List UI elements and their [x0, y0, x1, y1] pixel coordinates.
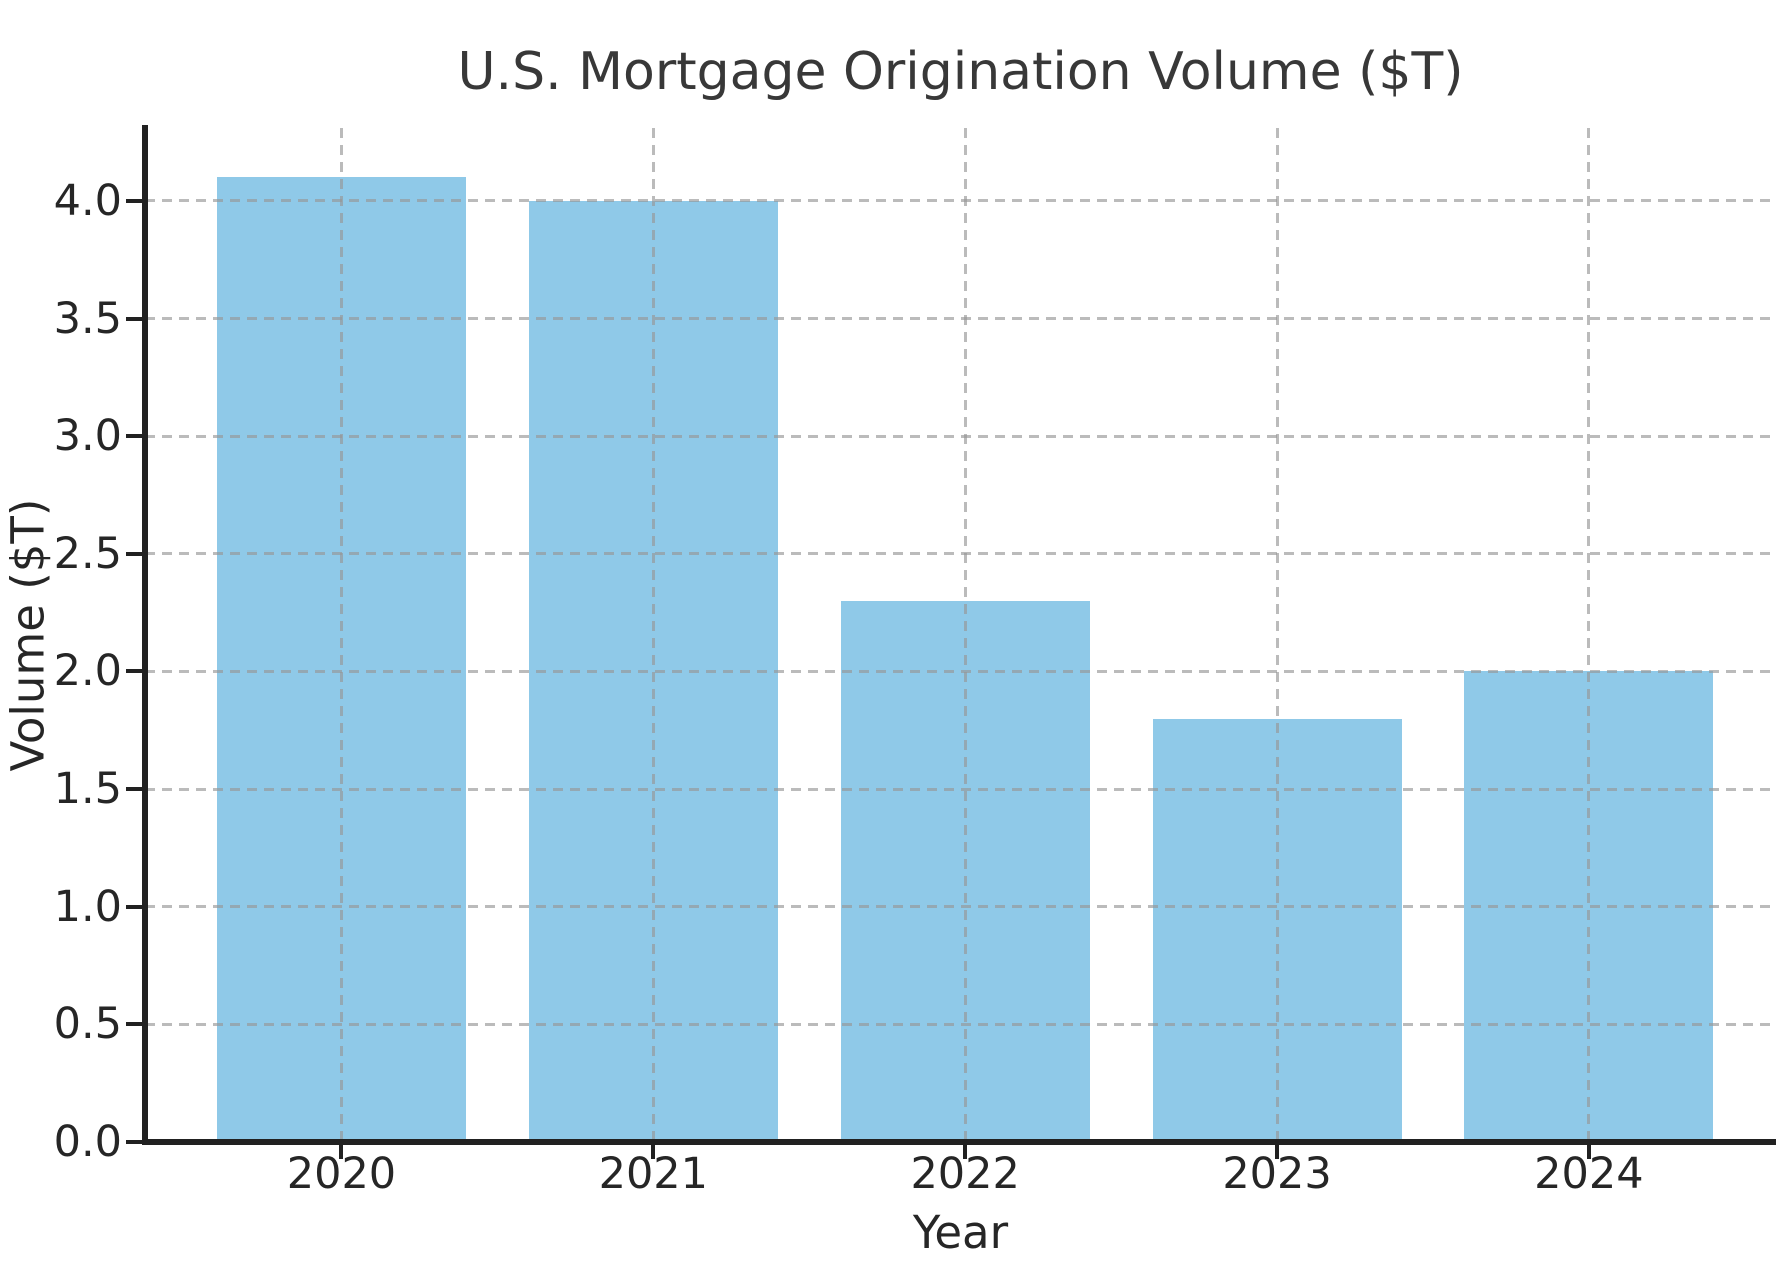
- h-gridline: [145, 199, 1776, 203]
- y-tick-mark: [126, 1022, 142, 1027]
- y-tick-label: 1.5: [53, 764, 122, 815]
- y-tick-label: 1.0: [53, 881, 122, 932]
- h-gridline: [145, 787, 1776, 791]
- h-gridline: [145, 552, 1776, 556]
- y-tick-mark: [126, 551, 142, 556]
- x-tick-label: 2022: [910, 1149, 1020, 1199]
- v-gridline: [963, 128, 967, 1142]
- h-gridline: [145, 905, 1776, 909]
- x-tick-label: 2021: [598, 1149, 709, 1199]
- x-axis-spine: [142, 1139, 1776, 1145]
- chart-title: U.S. Mortgage Origination Volume ($T): [457, 42, 1464, 102]
- y-axis-spine: [142, 125, 148, 1145]
- y-tick-mark: [126, 1140, 142, 1144]
- x-axis-label: Year: [912, 1206, 1009, 1259]
- x-tick-mark: [339, 1145, 344, 1159]
- y-tick-label: 2.0: [53, 646, 122, 697]
- v-gridline: [651, 128, 655, 1142]
- h-gridline: [145, 669, 1776, 673]
- x-tick-label: 2023: [1222, 1149, 1332, 1199]
- v-gridline: [1275, 128, 1279, 1142]
- y-tick-label: 3.0: [53, 411, 122, 462]
- y-tick-mark: [126, 669, 142, 674]
- x-tick-label: 2024: [1534, 1149, 1644, 1199]
- y-tick-label: 3.5: [53, 293, 122, 344]
- x-tick-label: 2020: [286, 1149, 397, 1199]
- y-tick-mark: [126, 316, 142, 321]
- x-tick-mark: [1275, 1145, 1280, 1159]
- x-tick-mark: [651, 1145, 656, 1159]
- y-tick-label: 0.5: [53, 999, 122, 1050]
- y-tick-label: 2.5: [53, 528, 122, 579]
- y-tick-label: 4.0: [53, 175, 122, 226]
- h-gridline: [145, 317, 1776, 321]
- y-tick-label: 0.0: [53, 1117, 122, 1167]
- y-tick-mark: [126, 787, 142, 792]
- y-tick-mark: [126, 198, 142, 203]
- h-gridline: [145, 1022, 1776, 1026]
- x-tick-mark: [963, 1145, 968, 1159]
- y-tick-mark: [126, 904, 142, 909]
- x-tick-mark: [1586, 1145, 1591, 1159]
- h-gridline: [145, 434, 1776, 438]
- v-gridline: [1587, 128, 1591, 1142]
- y-tick-mark: [126, 434, 142, 439]
- v-gridline: [339, 128, 343, 1142]
